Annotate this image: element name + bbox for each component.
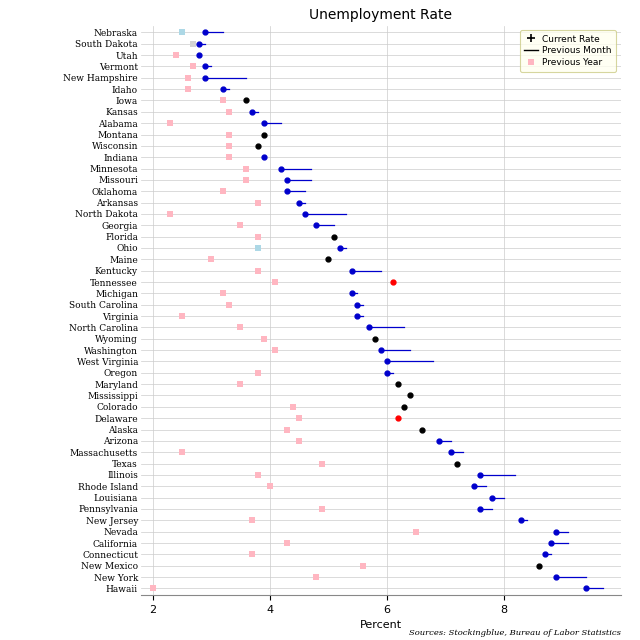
X-axis label: Percent: Percent	[360, 620, 402, 630]
Text: Sources: Stockingblue, Bureau of Labor Statistics: Sources: Stockingblue, Bureau of Labor S…	[409, 628, 621, 637]
Legend: Current Rate, Previous Month, Previous Year: Current Rate, Previous Month, Previous Y…	[520, 30, 616, 72]
Title: Unemployment Rate: Unemployment Rate	[309, 8, 452, 22]
